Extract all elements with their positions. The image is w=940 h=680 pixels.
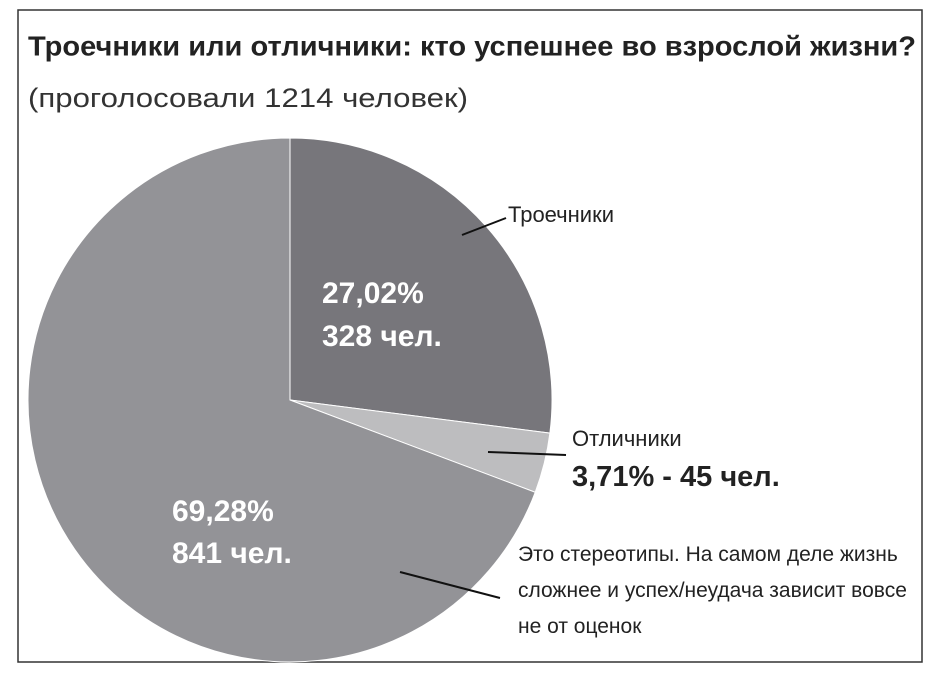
value-label: 3,71% — [572, 461, 654, 493]
leader-line — [487, 451, 567, 456]
leader-line — [399, 571, 501, 599]
value-label: 27,02% — [322, 277, 424, 310]
leader-line — [461, 217, 507, 236]
chart-subtitle: (проголосовали 1214 человек) — [28, 83, 468, 113]
pie-slice — [289, 137, 553, 434]
value-label: 45 чел. — [680, 461, 780, 493]
value-label-group: 3,71% - 45 чел. — [572, 461, 780, 493]
value-label: 69,28% — [172, 495, 274, 528]
category-label: Троечники — [508, 202, 614, 227]
category-note: Это стереотипы. На самом деле жизнь слож… — [518, 543, 907, 638]
category-label: Это стереотипы. На самом деле жизнь слож… — [518, 543, 907, 638]
pie-slice — [27, 137, 536, 663]
count-label: 841 чел. — [172, 537, 292, 570]
chart-title: Троечники или отличники: кто успешнее во… — [28, 30, 916, 61]
value-label: - — [654, 461, 680, 493]
category-label: Отличники — [572, 426, 682, 451]
count-label: 328 чел. — [322, 320, 442, 353]
